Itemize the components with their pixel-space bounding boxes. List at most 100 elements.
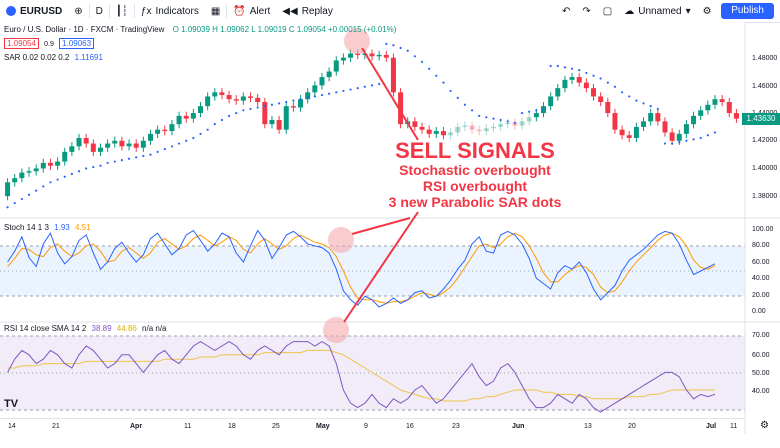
time-label: Jul — [706, 423, 717, 430]
symbol-search-button[interactable]: EURUSD — [0, 0, 68, 22]
sar-dot — [406, 49, 409, 52]
templates-button[interactable]: ▦ — [205, 0, 226, 22]
sar-dot — [435, 74, 438, 77]
rsi-label: RSI 14 close SMA 14 2 — [4, 324, 87, 333]
time-label: 25 — [272, 423, 280, 430]
sar-dot — [149, 153, 152, 156]
tradingview-logo[interactable]: TV — [4, 398, 19, 410]
buy-price-button[interactable]: 1.09063 — [59, 38, 95, 49]
stoch-axis-label: 40.00 — [752, 275, 770, 282]
sar-dot — [156, 150, 159, 153]
indicators-icon: ƒx — [140, 5, 152, 17]
stoch-axis-label: 20.00 — [752, 292, 770, 299]
candle-body — [641, 121, 647, 127]
time-label: 9 — [364, 423, 368, 430]
candle-body — [419, 126, 425, 130]
candle-body — [605, 102, 611, 114]
sar-dot — [456, 96, 459, 99]
candle-body — [205, 96, 211, 107]
candle-body — [190, 113, 196, 119]
sar-dot — [556, 64, 559, 68]
time-label: 18 — [228, 423, 236, 430]
annotation-line: 3 new Parabolic SAR dots — [388, 194, 562, 210]
redo-button[interactable]: ↷ — [576, 0, 596, 22]
annotation-lines: Stochastic overbought RSI overbought 3 n… — [360, 162, 590, 210]
interval-button[interactable]: D — [90, 0, 109, 22]
sar-dot — [163, 147, 166, 151]
rsi-extra-values: n/a n/a — [142, 324, 167, 333]
sar-dot — [356, 87, 359, 90]
sell-price-button[interactable]: 1.09054 — [4, 38, 39, 49]
time-label: 13 — [584, 423, 592, 430]
price-axis-label: 1.48000 — [752, 55, 778, 62]
candle-body — [383, 54, 389, 58]
candle-body — [55, 161, 61, 166]
candle-body — [283, 106, 289, 130]
time-axis[interactable]: 14 21 Apr 11 18 25 May 9 16 23 Jun 13 20… — [0, 418, 745, 435]
settings-button[interactable]: ⚙ — [697, 0, 718, 22]
sar-dot — [220, 118, 224, 122]
candle-body — [498, 124, 504, 127]
candle-body — [76, 138, 82, 147]
candle-body — [348, 53, 354, 58]
candle-body — [598, 96, 604, 102]
sar-dot — [620, 91, 624, 94]
sar-dot — [192, 136, 195, 140]
sar-dot — [106, 161, 109, 165]
divider — [108, 4, 110, 18]
candle-body — [555, 88, 561, 97]
alert-button[interactable]: ⏰ Alert — [227, 0, 276, 22]
candle-body — [512, 122, 518, 126]
candle-body — [669, 132, 675, 141]
sar-dot — [135, 156, 138, 159]
candle-body — [355, 53, 361, 55]
time-label: 11 — [184, 423, 192, 430]
chart-canvas[interactable] — [0, 22, 780, 434]
sar-dot — [570, 67, 574, 70]
candle-body — [83, 138, 89, 144]
layout-name-button[interactable]: ☁ Unnamed ▾ — [618, 0, 696, 22]
sar-dot — [299, 98, 302, 101]
candle-body — [726, 102, 732, 114]
candle-body — [219, 92, 225, 96]
time-label: 16 — [406, 423, 414, 430]
candle-body — [255, 97, 261, 102]
candle-body — [648, 113, 654, 122]
axis-settings-button[interactable]: ⚙ — [760, 420, 769, 431]
time-label: Jun — [512, 423, 525, 430]
candle-body — [676, 133, 682, 141]
sar-dot — [463, 103, 466, 106]
sar-dot — [485, 116, 488, 119]
candle-body — [698, 110, 704, 116]
sar-dot — [242, 109, 245, 112]
candle-body — [212, 92, 218, 97]
candle-body — [105, 143, 111, 148]
sar-dot — [370, 84, 374, 87]
candle-body — [198, 106, 204, 114]
gear-icon: ⚙ — [760, 420, 769, 431]
sar-dot — [392, 44, 395, 47]
replay-button[interactable]: ◀◀ Replay — [276, 0, 339, 22]
candle-body — [40, 162, 46, 169]
divider — [226, 4, 228, 18]
undo-button[interactable]: ↶ — [556, 0, 576, 22]
alert-label: Alert — [249, 5, 271, 17]
current-price-tag: 1.43630 — [742, 113, 780, 125]
stoch-legend: Stoch 14 1 3 1.93 4.51 — [4, 223, 91, 232]
sar-dot — [592, 74, 595, 77]
chart-type-button[interactable]: ┃┆ — [110, 0, 134, 22]
candle-body — [147, 133, 153, 141]
candle-body — [262, 102, 268, 125]
sar-dot — [227, 114, 231, 117]
candle-body — [569, 77, 575, 80]
layout-button[interactable]: ▢ — [597, 0, 618, 22]
sar-dot — [499, 118, 502, 122]
grid-icon: ▦ — [210, 5, 221, 17]
stoch-d-line — [7, 232, 716, 304]
compare-button[interactable]: ⊕ — [68, 0, 88, 22]
stoch-axis-label: 0.00 — [752, 308, 766, 315]
publish-button[interactable]: Publish — [721, 3, 774, 19]
candle-body — [533, 113, 539, 118]
sar-dot — [506, 120, 509, 123]
indicators-button[interactable]: ƒx Indicators — [135, 0, 205, 22]
